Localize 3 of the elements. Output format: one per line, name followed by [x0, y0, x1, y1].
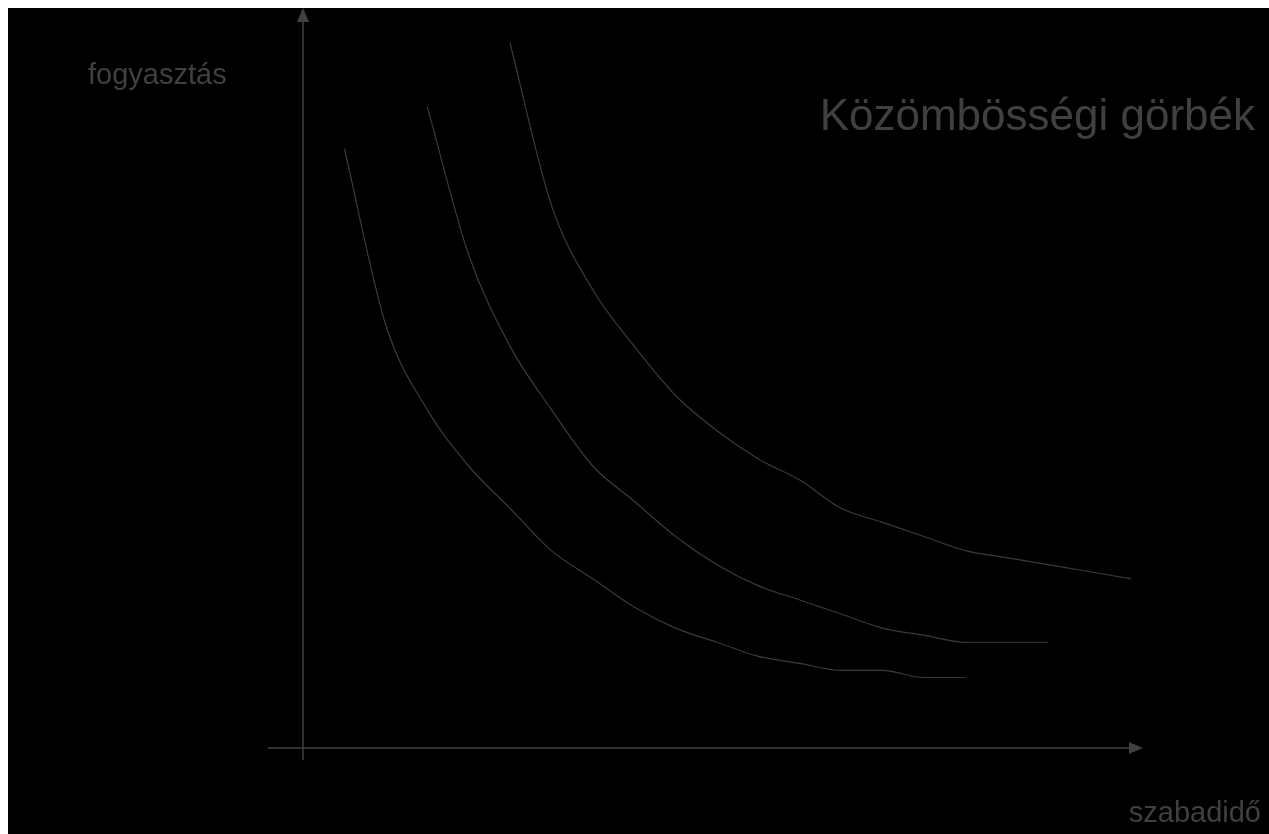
text: Közömbösségi görbék	[819, 90, 1255, 140]
y-axis-title: fogyasztás	[88, 58, 227, 91]
x-axis-title: szabadidő	[1128, 796, 1261, 829]
